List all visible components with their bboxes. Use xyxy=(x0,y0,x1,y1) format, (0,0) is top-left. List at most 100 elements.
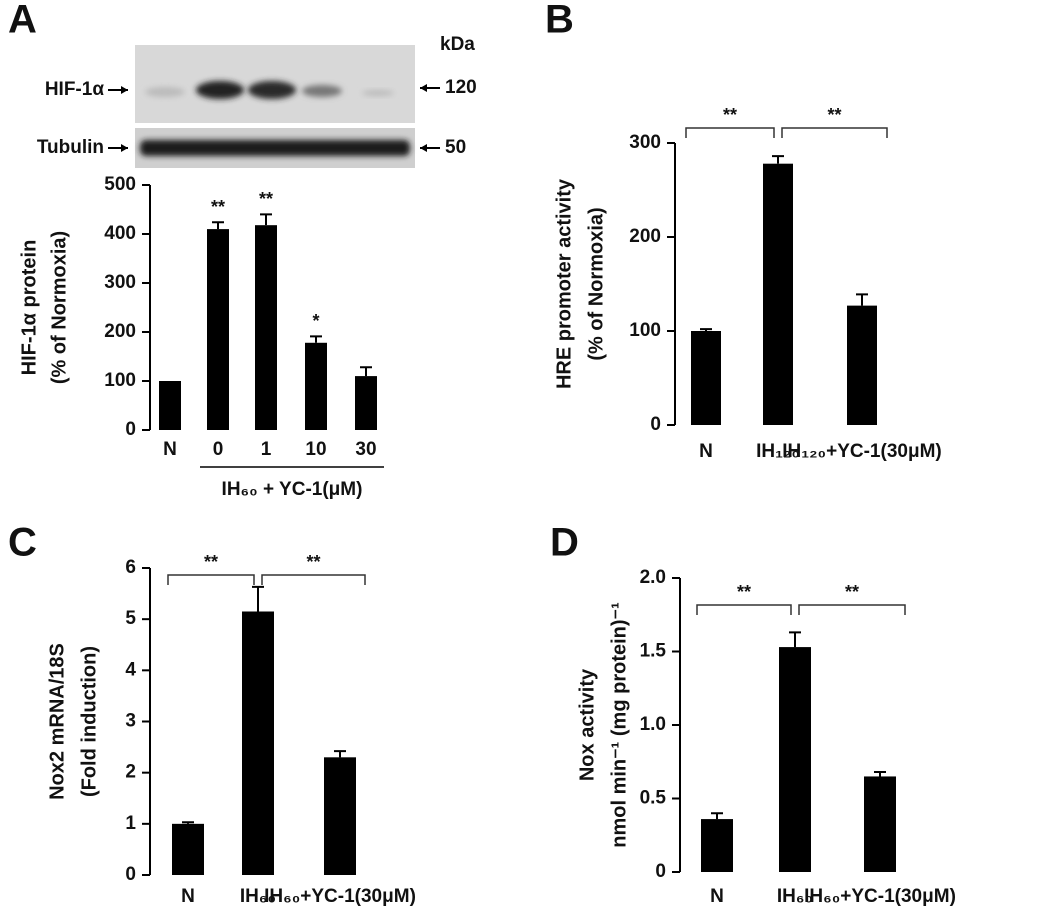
blot-band xyxy=(302,85,342,97)
x-tick-label: 0 xyxy=(213,439,224,460)
y-tick-label: 200 xyxy=(104,321,136,342)
y-tick-label: 500 xyxy=(104,174,136,195)
error-bar xyxy=(182,821,194,824)
y-tick-label: 5 xyxy=(125,608,136,629)
significance: * xyxy=(312,311,319,331)
arrow xyxy=(420,144,427,152)
bar xyxy=(763,163,793,425)
significance: ** xyxy=(306,552,320,572)
significance-bracket xyxy=(685,127,775,138)
significance-bracket xyxy=(781,127,888,138)
significance: ** xyxy=(845,582,859,602)
bar xyxy=(207,229,229,430)
error-bar xyxy=(212,221,224,230)
blot-band xyxy=(145,87,185,97)
bar xyxy=(864,776,896,872)
y-tick-label: 1.5 xyxy=(640,641,667,662)
y-tick-label: 0 xyxy=(655,861,666,882)
arrow xyxy=(121,144,128,152)
y-axis-label: Nox2 mRNA/18S xyxy=(46,643,68,800)
x-tick-label: IH₁₂₀+YC-1(30μM) xyxy=(782,441,942,462)
x-tick-label: N xyxy=(699,441,713,462)
bar xyxy=(255,225,277,430)
blot-band xyxy=(248,81,296,99)
y-tick-label: 100 xyxy=(104,370,136,391)
band-size: 120 xyxy=(445,77,477,98)
error-bar xyxy=(360,366,372,377)
error-bar xyxy=(260,213,272,226)
significance: ** xyxy=(723,105,737,125)
group-label: IH₆₀ + YC-1(μM) xyxy=(222,479,363,500)
y-tick-label: 3 xyxy=(125,711,136,732)
significance-bracket xyxy=(261,574,366,585)
significance: ** xyxy=(827,105,841,125)
blot-band xyxy=(140,140,410,156)
error-bar xyxy=(700,328,712,331)
y-axis-label: HIF-1α protein xyxy=(18,240,40,376)
y-axis-label: (% of Normoxia) xyxy=(585,207,607,360)
y-tick-label: 0.5 xyxy=(640,788,667,809)
significance: ** xyxy=(737,582,751,602)
panel-letter: A xyxy=(8,0,37,42)
error-bar xyxy=(252,585,264,612)
blot-band xyxy=(196,81,244,99)
bar xyxy=(691,331,721,425)
significance: ** xyxy=(211,197,225,217)
x-tick-label: IH₁₂₀ xyxy=(756,441,800,462)
y-axis-label: (Fold induction) xyxy=(78,646,100,797)
significance-bracket xyxy=(798,604,906,615)
error-bar xyxy=(334,750,346,758)
x-tick-label: IH₆₀ xyxy=(777,886,813,907)
error-bar xyxy=(711,812,723,820)
band-size: 50 xyxy=(445,137,466,158)
y-axis-label: Nox activity xyxy=(576,668,598,781)
western-blot: HIF-1α Tubulin 120 50 kDa xyxy=(37,34,477,168)
y-axis-label: HRE promoter activity xyxy=(553,178,575,389)
bar xyxy=(701,819,733,872)
arrow xyxy=(121,86,128,94)
x-tick-label: IH₆₀ xyxy=(240,886,276,907)
y-tick-label: 100 xyxy=(629,320,661,341)
panel-letter: B xyxy=(545,0,574,42)
blot-band xyxy=(362,90,394,96)
error-bar xyxy=(772,155,784,164)
significance-bracket xyxy=(696,604,792,615)
x-tick-label: IH₆₀+YC-1(30μM) xyxy=(264,886,416,907)
bar xyxy=(324,757,356,875)
y-tick-label: 4 xyxy=(125,659,136,680)
panel-letter: D xyxy=(550,521,579,565)
bar xyxy=(847,305,877,425)
y-tick-label: 2.0 xyxy=(640,567,666,588)
band-label: Tubulin xyxy=(37,137,104,158)
x-tick-label: N xyxy=(163,439,177,460)
y-tick-label: 2 xyxy=(125,762,136,783)
error-bar xyxy=(310,335,322,343)
y-tick-label: 0 xyxy=(125,419,136,440)
y-tick-label: 0 xyxy=(650,414,661,435)
error-bar xyxy=(856,293,868,306)
significance: ** xyxy=(259,189,273,209)
y-tick-label: 300 xyxy=(104,272,136,293)
bar xyxy=(159,381,181,430)
x-tick-label: IH₆₀+YC-1(30μM) xyxy=(804,886,956,907)
bar xyxy=(242,611,274,875)
error-bar xyxy=(789,631,801,648)
error-bar xyxy=(874,771,886,777)
y-axis-label: (% of Normoxia) xyxy=(48,231,70,384)
x-tick-label: N xyxy=(710,886,724,907)
bar xyxy=(355,376,377,430)
y-tick-label: 400 xyxy=(104,223,136,244)
significance-bracket xyxy=(167,574,255,585)
x-tick-label: 1 xyxy=(261,439,272,460)
significance: ** xyxy=(204,552,218,572)
bar xyxy=(779,647,811,872)
arrow xyxy=(420,84,427,92)
y-tick-label: 0 xyxy=(125,864,136,885)
y-tick-label: 1 xyxy=(125,813,136,834)
y-tick-label: 1.0 xyxy=(640,714,666,735)
bar xyxy=(305,342,327,430)
size-unit: kDa xyxy=(440,34,475,55)
x-tick-label: 10 xyxy=(305,439,326,460)
bar xyxy=(172,823,204,875)
